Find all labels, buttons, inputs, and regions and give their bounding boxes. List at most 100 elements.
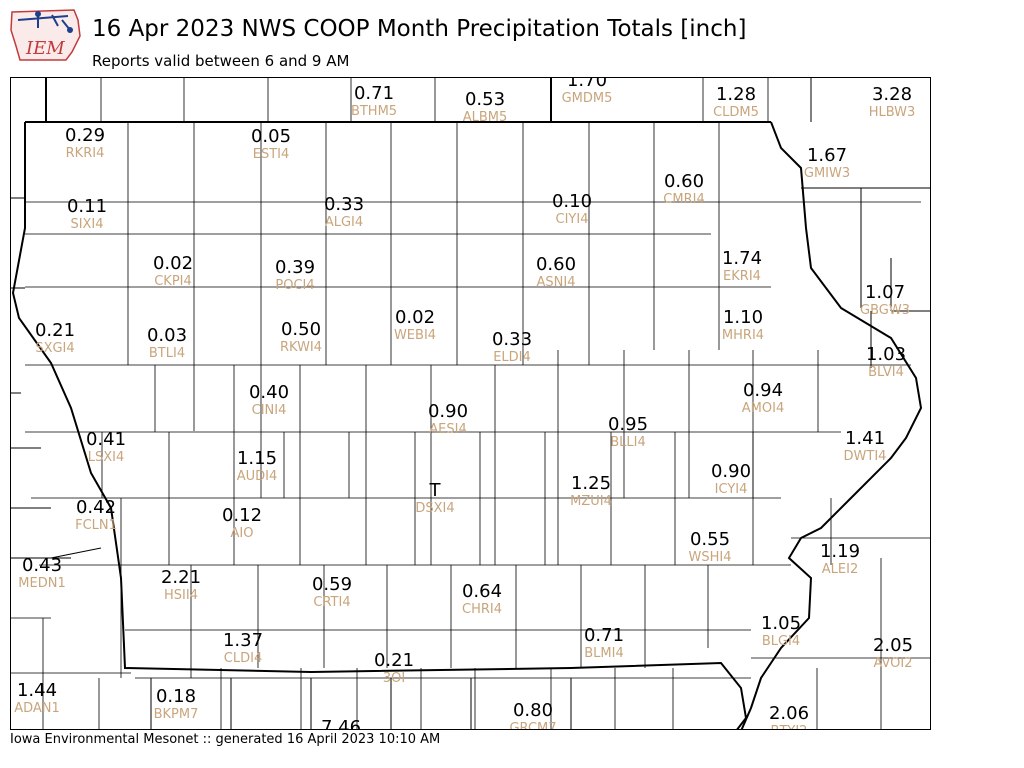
station-value: 1.37 (222, 630, 264, 651)
station-id: SIXI4 (70, 217, 104, 232)
map-subtitle: Reports valid between 6 and 9 AM (92, 52, 350, 70)
station-id: ALGI4 (324, 215, 364, 230)
station-id: CRTI4 (313, 595, 351, 610)
station-asni4: 0.60 ASNI4 (535, 254, 577, 290)
station-value: 0.40 (248, 382, 290, 403)
station-gmiw3: 1.67 GMIW3 (803, 147, 851, 181)
station-id: BLMI4 (584, 646, 624, 661)
station-value: 0.59 (311, 574, 353, 595)
station-value: 1.05 (760, 613, 802, 634)
station-id: MEDN1 (18, 576, 66, 591)
station-value: 0.50 (280, 319, 322, 340)
station-id: BLLI4 (610, 435, 646, 450)
station-fcln1: 0.42 FCLN1 (75, 497, 117, 533)
station-value: 0.94 (742, 380, 784, 401)
station-amoi4: 0.94 AMOI4 (741, 380, 785, 416)
station-value: 2.05 (872, 635, 914, 656)
station-id: BKPM7 (153, 707, 199, 722)
station-id: ALEI2 (821, 562, 859, 577)
station-bkpm7: 0.18 BKPM7 (153, 686, 199, 722)
station-ckpi4: 0.02 CKPI4 (152, 253, 194, 289)
station-wshi4: 0.55 WSHI4 (689, 531, 732, 565)
station-mzui4: 1.25 MZUI4 (570, 473, 612, 509)
station-value: 0.39 (274, 257, 316, 278)
station-id: BLGI4 (761, 634, 801, 649)
station-value: 0.03 (146, 325, 188, 346)
station-value: 0.95 (607, 414, 649, 435)
station-bthm5: 0.71 BTHM5 (351, 83, 397, 119)
station-value: 0.80 (512, 700, 554, 721)
station-rkwi4: 0.50 RKWI4 (279, 319, 323, 355)
station-id: CLDM5 (713, 105, 759, 120)
station-id: FCLN1 (75, 518, 117, 533)
station-albm5: 0.53 ALBM5 (463, 91, 508, 125)
station-id: ASNI4 (536, 275, 576, 290)
station-rkri4: 0.29 RKRI4 (65, 127, 105, 161)
station-value: 0.42 (75, 497, 117, 518)
station-blvi4: 1.03 BLVI4 (866, 346, 906, 380)
station-blgi4: 1.05 BLGI4 (760, 613, 802, 649)
station-esti4: 0.05 ESTI4 (251, 128, 291, 162)
station-id: GMDM5 (561, 91, 613, 106)
station-crti4: 0.59 CRTI4 (311, 574, 353, 610)
station-value: 1.15 (236, 448, 278, 469)
station-grcm7: 0.80 GRCM7 (509, 702, 556, 730)
station-value: 0.10 (551, 191, 593, 212)
station-value: 2.06 (768, 703, 810, 724)
station-3oi: 0.21 3OI (373, 650, 415, 686)
station-id: BTYI2 (769, 725, 809, 729)
station-id: DWTI4 (843, 449, 887, 464)
station-value: 0.60 (663, 171, 705, 192)
station-unlabeled: 7.46 (321, 719, 361, 730)
station-mhri4: 1.10 MHRI4 (722, 309, 764, 343)
station-value: 0.18 (155, 686, 197, 707)
station-id: EKRI4 (723, 269, 761, 284)
county-boundaries (11, 78, 930, 729)
station-id: AUDI4 (236, 469, 278, 484)
station-id: LSXI4 (87, 450, 125, 465)
station-id: RKWI4 (279, 340, 323, 355)
station-ciyi4: 0.10 CIYI4 (551, 191, 593, 227)
station-id: HLBW3 (868, 105, 916, 120)
station-id: GRCM7 (509, 721, 557, 730)
station-ekri4: 1.74 EKRI4 (722, 250, 762, 284)
station-value: 0.02 (152, 253, 194, 274)
station-id: DSXI4 (415, 501, 455, 516)
station-alei2: 1.19 ALEI2 (819, 541, 861, 577)
station-value: 1.25 (570, 473, 612, 494)
station-blli4: 0.95 BLLI4 (607, 414, 649, 450)
station-id: ELDI4 (493, 350, 531, 365)
station-cmri4: 0.60 CMRI4 (663, 171, 705, 207)
station-medn1: 0.43 MEDN1 (18, 557, 66, 591)
station-value: 0.02 (394, 307, 436, 328)
station-hlbw3: 3.28 HLBW3 (868, 86, 916, 120)
station-id: ESTI4 (252, 147, 290, 162)
station-id: CINI4 (251, 403, 287, 418)
station-id: AMOI4 (741, 401, 785, 416)
station-dwti4: 1.41 DWTI4 (843, 430, 887, 464)
station-value: 0.90 (427, 401, 469, 422)
station-eldi4: 0.33 ELDI4 (492, 331, 532, 365)
station-sxgi4: 0.21 SXGI4 (34, 320, 76, 356)
station-value: 0.21 (34, 320, 76, 341)
station-id: BLVI4 (868, 365, 904, 380)
station-value: 0.71 (353, 83, 395, 104)
station-value: 1.19 (819, 541, 861, 562)
station-chri4: 0.64 CHRI4 (461, 583, 502, 617)
logo-text: IEM (25, 38, 65, 59)
station-value: 1.44 (16, 680, 58, 701)
station-value: 0.21 (373, 650, 415, 671)
station-id: CHRI4 (461, 602, 502, 617)
station-avoi2: 2.05 AVOI2 (872, 635, 914, 671)
precipitation-map: 0.71 BTHM5 0.53 ALBM5 1.70 GMDM5 1.28 CL… (10, 77, 931, 730)
station-id: CLDI4 (223, 651, 263, 666)
station-id: CIYI4 (555, 212, 589, 227)
station-id: GBGW3 (860, 303, 910, 318)
station-id: ADAN1 (14, 701, 60, 716)
station-value: 0.60 (535, 254, 577, 275)
station-poci4: 0.39 POCI4 (274, 257, 316, 293)
station-dsxi4: T DSXI4 (415, 482, 455, 516)
station-id: GMIW3 (803, 166, 851, 181)
station-id: AESI4 (429, 422, 467, 437)
station-gmdm5: 1.70 GMDM5 (561, 78, 613, 106)
